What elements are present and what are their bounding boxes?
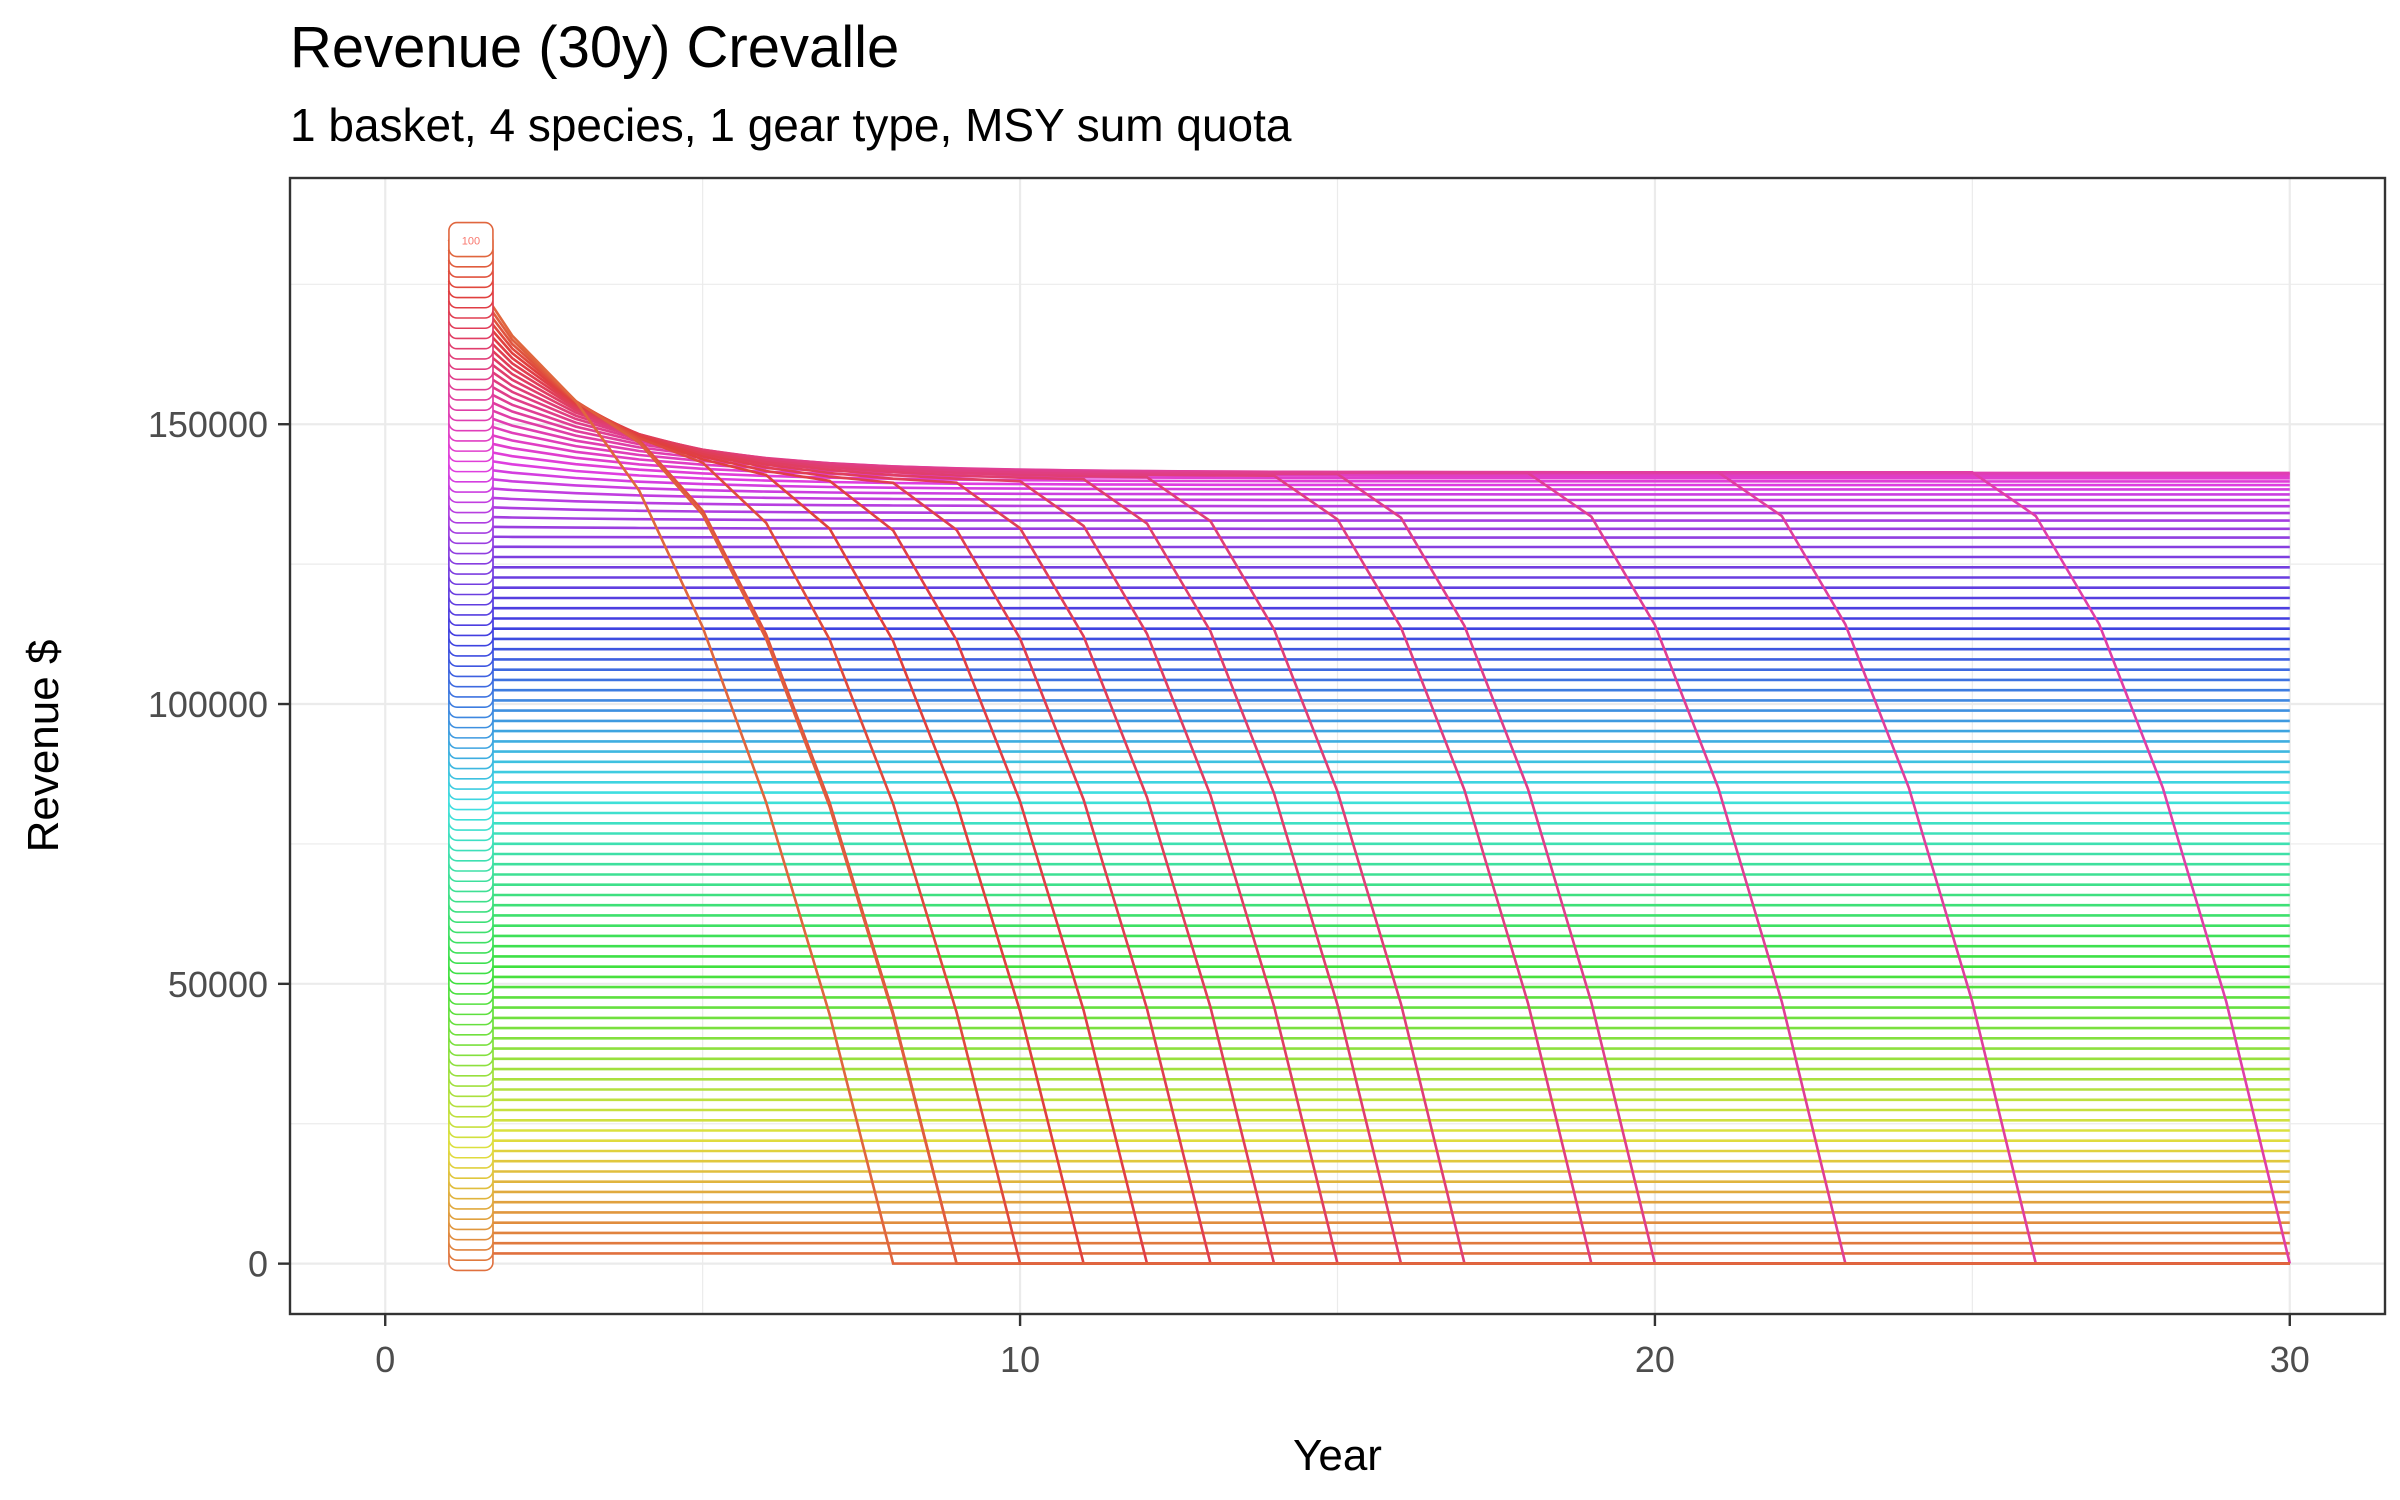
series-line xyxy=(448,443,2290,483)
series-line xyxy=(448,453,2290,487)
y-tick-label: 100000 xyxy=(148,684,268,725)
series-line xyxy=(448,463,2290,491)
plot-panel-border xyxy=(288,176,2387,1316)
series-line xyxy=(448,484,2290,502)
series-line xyxy=(447,249,2290,1265)
start-label-text: 100 xyxy=(462,236,480,248)
chart-title: Revenue (30y) Crevalle xyxy=(290,15,900,80)
series-line xyxy=(448,422,2290,478)
start-label-box xyxy=(448,221,494,258)
series-line xyxy=(448,535,2290,539)
x-tick-label: 10 xyxy=(1000,1339,1040,1380)
series-line xyxy=(448,494,2290,508)
x-tick-label: 0 xyxy=(375,1339,395,1380)
series-lines xyxy=(447,238,2292,1265)
y-tick-label: 50000 xyxy=(168,964,268,1005)
chart-subtitle: 1 basket, 4 species, 1 gear type, MSY su… xyxy=(290,99,1292,151)
y-tick-label: 0 xyxy=(248,1244,268,1285)
series-line xyxy=(447,269,2290,1265)
series-line xyxy=(448,525,2290,531)
y-axis-title: Revenue $ xyxy=(19,640,68,853)
series-line xyxy=(447,289,2290,1265)
x-tick-label: 20 xyxy=(1635,1339,1675,1380)
y-tick-label: 150000 xyxy=(148,404,268,445)
series-line xyxy=(447,238,2290,1265)
x-tick-label: 30 xyxy=(2270,1339,2310,1380)
grid-lines xyxy=(290,178,2385,1314)
start-labels: 100 xyxy=(448,221,494,1272)
axes: 0 10 20 30 0 50000 100000 150000 xyxy=(148,404,2310,1380)
x-axis-title: Year xyxy=(1293,1431,1382,1480)
series-line xyxy=(448,514,2290,522)
